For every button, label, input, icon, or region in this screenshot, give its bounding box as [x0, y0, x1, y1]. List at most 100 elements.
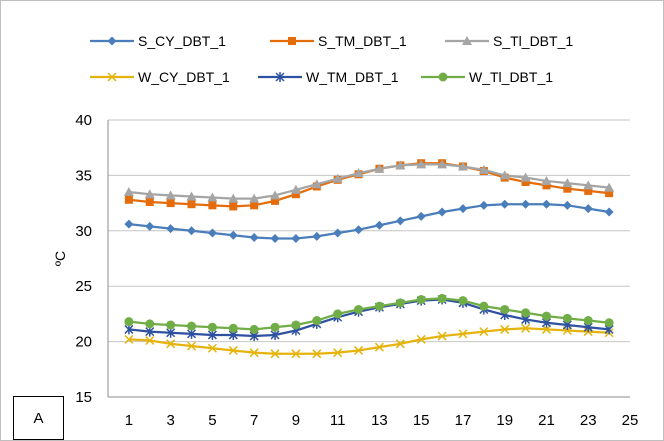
- x-tick-label: 23: [580, 412, 597, 429]
- data-point: [395, 298, 405, 308]
- y-tick-label: 15: [75, 389, 92, 406]
- data-point: [395, 160, 406, 170]
- data-point: [562, 200, 572, 210]
- data-point: [562, 313, 572, 323]
- y-tick-label: 40: [75, 112, 92, 129]
- data-point: [270, 322, 280, 332]
- legend-label: S_TM_DBT_1: [318, 33, 407, 49]
- legend-label: W_TM_DBT_1: [306, 69, 399, 85]
- data-point: [605, 189, 614, 198]
- data-point: [604, 318, 614, 328]
- data-point: [416, 294, 426, 304]
- data-point: [332, 173, 343, 183]
- data-point: [166, 224, 176, 234]
- x-tick-label: 11: [330, 412, 346, 429]
- x-tick-label: 17: [455, 412, 472, 429]
- data-point: [521, 323, 531, 333]
- data-point: [395, 216, 405, 226]
- data-point: [166, 199, 175, 208]
- data-point: [250, 201, 259, 210]
- data-point: [521, 178, 530, 187]
- data-point: [374, 220, 384, 230]
- data-point: [500, 304, 510, 314]
- data-point: [207, 228, 217, 238]
- data-point: [520, 172, 531, 182]
- data-point: [479, 200, 489, 210]
- data-point: [499, 170, 510, 180]
- data-point: [270, 234, 280, 244]
- data-point: [479, 327, 489, 337]
- data-point: [207, 322, 217, 332]
- data-point: [374, 301, 384, 311]
- data-point: [584, 186, 593, 195]
- data-point: [145, 319, 155, 329]
- legend-marker: [275, 72, 285, 82]
- data-point: [374, 163, 385, 173]
- data-point: [249, 324, 259, 334]
- data-point: [333, 348, 343, 358]
- data-point: [165, 190, 176, 200]
- data-point: [291, 349, 301, 359]
- y-tick-label: 25: [75, 278, 92, 295]
- data-point: [458, 204, 468, 214]
- data-point: [416, 334, 426, 344]
- series-line: [128, 203, 610, 240]
- data-point: [416, 211, 426, 221]
- legend-marker: [438, 72, 448, 82]
- data-point: [228, 193, 239, 203]
- legend-label: S_CY_DBT_1: [138, 33, 226, 49]
- data-point: [541, 311, 551, 321]
- x-tick-label: 3: [166, 412, 174, 429]
- legend-marker: [288, 37, 296, 45]
- data-point: [563, 184, 572, 193]
- data-point: [270, 190, 281, 200]
- data-point: [187, 200, 196, 209]
- data-point: [583, 180, 594, 190]
- data-point: [458, 329, 468, 339]
- data-point: [604, 182, 615, 192]
- data-point: [583, 204, 593, 214]
- data-point: [271, 196, 280, 205]
- x-tick-label: 7: [250, 412, 258, 429]
- series-line: [128, 298, 610, 338]
- data-point: [541, 199, 551, 209]
- legend-label: S_Tl_DBT_1: [493, 33, 573, 49]
- data-point: [354, 225, 364, 235]
- data-point: [249, 193, 260, 203]
- data-point: [437, 159, 448, 169]
- data-point: [478, 164, 489, 174]
- data-point: [124, 195, 133, 204]
- data-point: [166, 339, 176, 349]
- data-point: [437, 293, 447, 303]
- y-tick-label: 20: [75, 334, 92, 351]
- data-point: [521, 199, 531, 209]
- data-point: [437, 207, 447, 217]
- legend-label: W_CY_DBT_1: [138, 69, 230, 85]
- data-point: [207, 343, 217, 353]
- data-point: [249, 348, 259, 358]
- legend-marker: [107, 72, 117, 82]
- data-point: [186, 341, 197, 351]
- legend-marker: [462, 36, 472, 45]
- data-point: [312, 231, 322, 241]
- data-point: [228, 345, 238, 355]
- data-point: [228, 323, 238, 333]
- data-point: [312, 349, 322, 359]
- data-point: [311, 179, 322, 189]
- x-tick-label: 15: [413, 412, 430, 429]
- data-point: [229, 202, 238, 211]
- y-axis-title: ºC: [52, 251, 68, 266]
- data-point: [291, 234, 301, 244]
- series-line: [128, 162, 610, 208]
- series-line: [128, 163, 610, 200]
- data-point: [124, 219, 134, 229]
- data-point: [500, 199, 510, 209]
- x-tick-label: 25: [622, 412, 639, 429]
- data-point: [562, 178, 573, 188]
- data-point: [457, 161, 468, 171]
- data-point: [207, 192, 218, 202]
- data-point: [166, 320, 176, 330]
- data-point: [270, 349, 280, 359]
- x-tick-label: 21: [538, 412, 555, 429]
